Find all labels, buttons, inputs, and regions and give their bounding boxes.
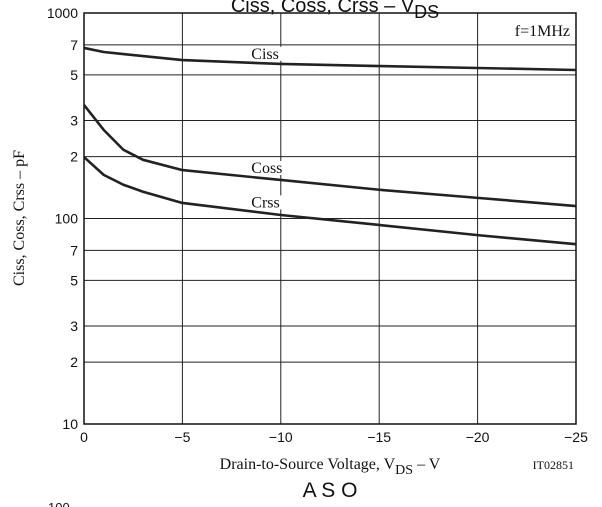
label-bg	[249, 161, 296, 176]
label-bg	[249, 46, 296, 61]
x-label-main: Drain-to-Source Voltage, V	[220, 456, 396, 473]
series-label: Ciss	[251, 46, 279, 63]
y-tick-label: 3	[70, 112, 78, 128]
x-label-sub: DS	[395, 463, 413, 478]
x-tick-label: −5	[174, 429, 190, 445]
x-axis-label: Drain-to-Source Voltage, VDS – V	[220, 456, 441, 478]
series-line	[82, 104, 577, 208]
x-tick-label: −10	[269, 429, 293, 445]
plot-frame	[83, 12, 577, 425]
cut-label: 100	[48, 500, 70, 507]
x-tick-label: −25	[564, 429, 588, 445]
x-tick-label: −20	[466, 429, 490, 445]
y-tick-label: 5	[70, 67, 78, 83]
y-tick-label: 5	[70, 272, 78, 288]
next-title: A S O	[303, 479, 358, 502]
series-label: Crss	[251, 194, 279, 211]
x-tick-label: −15	[367, 429, 391, 445]
series-label: Coss	[251, 160, 282, 177]
y-tick-label: 10	[62, 416, 78, 432]
y-axis-label: Ciss, Coss, Crss – pF	[11, 150, 28, 286]
label-bg	[249, 195, 296, 210]
series-line	[83, 46, 577, 72]
x-tick-label: 0	[80, 429, 88, 445]
y-tick-label: 100	[55, 211, 79, 227]
x-label-unit: – V	[413, 456, 441, 473]
y-tick-label: 7	[70, 37, 78, 53]
title-sub: DS	[414, 2, 439, 22]
series-line	[83, 156, 577, 246]
title-main: Ciss, Coss, Crss – V	[231, 0, 415, 17]
y-tick-label: 7	[70, 242, 78, 258]
y-tick-label: 3	[70, 318, 78, 334]
y-tick-label: 2	[70, 149, 78, 165]
frequency-note: f=1MHz	[515, 23, 570, 40]
y-tick-label: 2	[70, 354, 78, 370]
figure-id: IT02851	[533, 458, 574, 472]
y-tick-label: 1000	[47, 5, 78, 21]
chart-title: Ciss, Coss, Crss – VDS	[231, 0, 439, 22]
